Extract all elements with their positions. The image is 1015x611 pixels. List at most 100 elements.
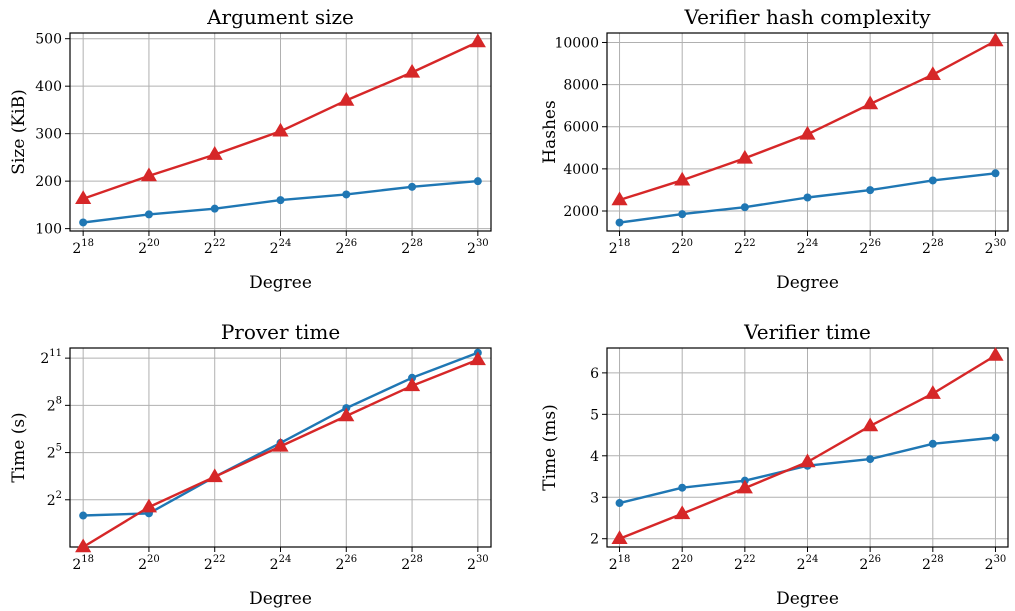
verifier-time-y-tick-label: 3 bbox=[590, 490, 599, 506]
prover-time-x-tick-label-exponent: 24 bbox=[279, 554, 292, 565]
argument-size-blue-circle-marker bbox=[79, 218, 88, 227]
verifier-time-y-axis-label: Time (ms) bbox=[540, 404, 560, 490]
verifier-time-y-tick-label-base: 3 bbox=[590, 490, 599, 506]
verifier-hashes-x-tick-label: 218 bbox=[609, 238, 631, 257]
prover-time-red-triangle-marker bbox=[272, 437, 289, 452]
prover-time-red-triangle-marker bbox=[75, 538, 92, 553]
verifier-hashes-x-tick-label-exponent: 28 bbox=[931, 238, 944, 249]
verifier-time-x-tick-label-base: 2 bbox=[922, 557, 931, 573]
argument-size-y-tick-label: 400 bbox=[35, 79, 62, 95]
prover-time-blue-circle-marker bbox=[79, 511, 88, 520]
argument-size-blue-circle-marker bbox=[144, 210, 153, 219]
prover-time-x-tick-label-exponent: 20 bbox=[147, 554, 160, 565]
verifier-time-y-tick-label-base: 6 bbox=[590, 366, 599, 382]
verifier-time-x-tick-label-base: 2 bbox=[609, 557, 618, 573]
verifier-hashes-red-triangle-marker bbox=[862, 95, 879, 110]
verifier-hashes-red-triangle-marker bbox=[799, 125, 816, 140]
verifier-hashes-blue-circle-marker bbox=[740, 203, 749, 212]
verifier-hashes-y-tick-label: 8000 bbox=[563, 78, 599, 94]
verifier-time-x-tick-label: 230 bbox=[985, 554, 1007, 573]
prover-time-x-tick-label: 226 bbox=[335, 554, 357, 573]
argument-size-panel: 218 220 222 224 226 228 230100200300400500Argu… bbox=[9, 5, 492, 293]
verifier-hashes-x-tick-label-base: 2 bbox=[734, 241, 743, 257]
verifier-hashes-x-tick-label-base: 2 bbox=[671, 241, 680, 257]
verifier-time-y-tick-label: 5 bbox=[590, 407, 599, 423]
argument-size-red-triangle-marker bbox=[469, 33, 486, 48]
prover-time-y-tick-label-base: 2 bbox=[47, 493, 56, 509]
verifier-hashes-x-tick-label-base: 2 bbox=[797, 241, 806, 257]
prover-time-y-tick-label-exponent: 8 bbox=[56, 395, 62, 406]
verifier-time-red-triangle-marker bbox=[799, 453, 816, 468]
prover-time-x-tick-label-base: 2 bbox=[72, 557, 81, 573]
verifier-time-x-tick-label-exponent: 20 bbox=[680, 554, 693, 565]
argument-size-x-tick-label-base: 2 bbox=[204, 241, 213, 257]
verifier-hashes-x-tick-label-exponent: 24 bbox=[806, 238, 819, 249]
verifier-hashes-y-axis-label: Hashes bbox=[540, 100, 560, 163]
prover-time-y-tick-label: 28 bbox=[47, 395, 62, 414]
argument-size-x-tick-label-exponent: 22 bbox=[213, 238, 226, 249]
prover-time-x-tick-label-exponent: 26 bbox=[344, 554, 357, 565]
verifier-time-y-tick-label: 6 bbox=[590, 366, 599, 382]
prover-time-x-tick-label-base: 2 bbox=[335, 557, 344, 573]
verifier-time-blue-circle-marker bbox=[991, 433, 1000, 442]
argument-size-x-tick-label-base: 2 bbox=[138, 241, 147, 257]
verifier-time-blue-circle-marker bbox=[866, 455, 875, 464]
verifier-time-x-axis-label: Degree bbox=[776, 589, 839, 609]
verifier-hashes-x-tick-label-base: 2 bbox=[609, 241, 618, 257]
verifier-hashes-x-tick-label: 224 bbox=[797, 238, 819, 257]
verifier-hashes-red-triangle-marker bbox=[987, 32, 1004, 47]
prover-time-y-tick-label-base: 2 bbox=[47, 446, 56, 462]
argument-size-x-tick-label: 218 bbox=[72, 238, 94, 257]
argument-size-blue-circle-marker bbox=[408, 182, 417, 191]
argument-size-x-tick-label-base: 2 bbox=[72, 241, 81, 257]
prover-time-x-tick-label-base: 2 bbox=[270, 557, 279, 573]
verifier-hashes-y-tick-label: 6000 bbox=[563, 120, 599, 136]
verifier-time-x-tick-label-base: 2 bbox=[671, 557, 680, 573]
prover-time-x-tick-label-exponent: 22 bbox=[213, 554, 226, 565]
prover-time-y-tick-label-base: 2 bbox=[47, 398, 56, 414]
prover-time-y-tick-label: 25 bbox=[47, 443, 62, 462]
argument-size-x-tick-label-base: 2 bbox=[401, 241, 410, 257]
argument-size-x-tick-label-base: 2 bbox=[467, 241, 476, 257]
prover-time-y-tick-label: 22 bbox=[47, 490, 62, 509]
verifier-time-y-tick-label: 4 bbox=[590, 449, 599, 465]
argument-size-y-tick-label: 500 bbox=[35, 32, 62, 48]
verifier-time-blue-circle-marker bbox=[928, 439, 937, 448]
verifier-time-red-triangle-marker bbox=[674, 505, 691, 520]
verifier-hashes-y-tick-label: 10000 bbox=[554, 35, 599, 51]
argument-size-x-tick-label: 220 bbox=[138, 238, 160, 257]
argument-size-blue-circle-marker bbox=[342, 190, 351, 199]
verifier-hashes-red-triangle-marker bbox=[736, 149, 753, 164]
argument-size-title: Argument size bbox=[206, 5, 354, 29]
verifier-hashes-x-tick-label-exponent: 30 bbox=[994, 238, 1007, 249]
prover-time-title: Prover time bbox=[221, 320, 340, 344]
prover-time-x-tick-label: 220 bbox=[138, 554, 160, 573]
argument-size-y-tick-label-base: 200 bbox=[35, 174, 62, 190]
argument-size-x-tick-label-exponent: 18 bbox=[81, 238, 94, 249]
verifier-hashes-x-tick-label: 230 bbox=[985, 238, 1007, 257]
argument-size-x-tick-label-exponent: 30 bbox=[476, 238, 489, 249]
verifier-hashes-blue-circle-marker bbox=[803, 193, 812, 202]
verifier-hashes-red-triangle-marker bbox=[924, 66, 941, 80]
verifier-time-y-tick-label-base: 2 bbox=[590, 532, 599, 548]
verifier-time-x-tick-label: 222 bbox=[734, 554, 756, 573]
prover-time-red-triangle-marker bbox=[469, 351, 486, 366]
prover-time-x-tick-label-base: 2 bbox=[138, 557, 147, 573]
prover-time-y-tick-label-base: 2 bbox=[40, 351, 49, 367]
verifier-hashes-x-tick-label: 222 bbox=[734, 238, 756, 257]
prover-time-x-tick-label: 230 bbox=[467, 554, 489, 573]
argument-size-x-tick-label-exponent: 20 bbox=[147, 238, 160, 249]
verifier-hashes-x-tick-label: 228 bbox=[922, 238, 944, 257]
verifier-time-red-triangle-marker bbox=[611, 530, 628, 544]
argument-size-blue-circle-marker bbox=[276, 196, 285, 205]
verifier-hashes-blue-circle-marker bbox=[678, 210, 687, 219]
verifier-time-x-tick-label: 220 bbox=[671, 554, 693, 573]
prover-time-x-tick-label-exponent: 18 bbox=[81, 554, 94, 565]
argument-size-red-triangle-marker bbox=[75, 190, 92, 204]
argument-size-x-tick-label-base: 2 bbox=[270, 241, 279, 257]
verifier-hashes-red-triangle-marker bbox=[674, 171, 691, 186]
verifier-time-x-tick-label-exponent: 18 bbox=[618, 554, 631, 565]
prover-time-x-tick-label-base: 2 bbox=[401, 557, 410, 573]
